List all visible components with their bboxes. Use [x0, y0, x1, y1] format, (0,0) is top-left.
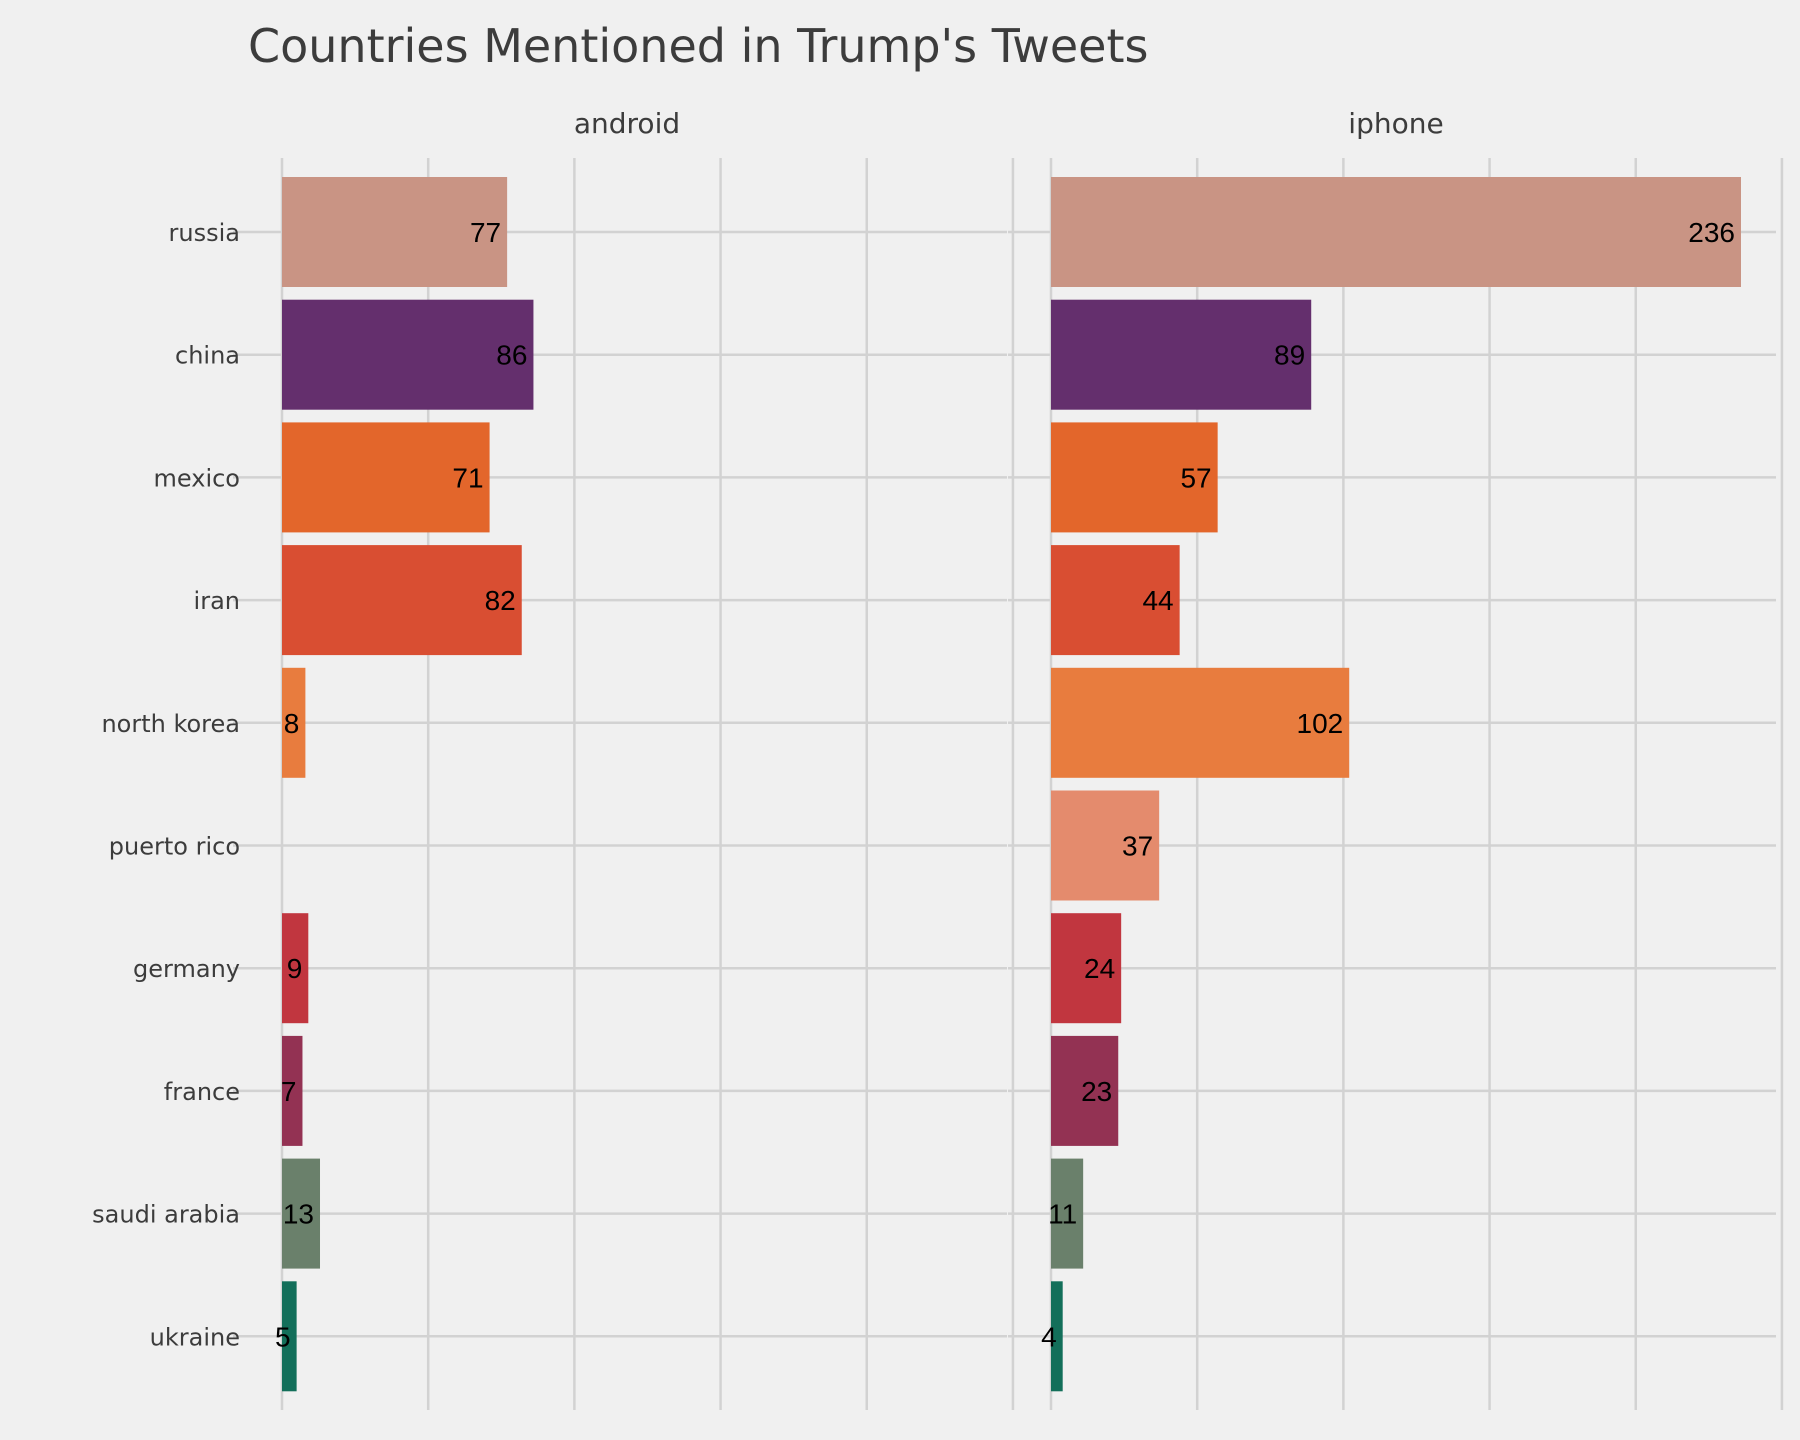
bar-android-france	[282, 1035, 303, 1146]
data-label-android-russia: 77	[470, 217, 501, 248]
bar-android-iran	[282, 545, 522, 656]
panel-iphone: iphone 236 89 57 44 102 37 24 23 11 4	[1008, 107, 1784, 1410]
bar-android-germany	[282, 913, 309, 1024]
facet-label-iphone: iphone	[1348, 107, 1443, 140]
bar-android-russia	[282, 177, 508, 287]
y-tick-label-germany: germany	[133, 955, 240, 983]
data-label-android-germany: 9	[287, 953, 303, 984]
bar-iphone-saudi-arabia	[1051, 1158, 1084, 1269]
bar-android-mexico	[282, 422, 490, 533]
bar-iphone-russia	[1051, 177, 1741, 287]
y-tick-label-france: france	[164, 1078, 240, 1106]
y-tick-label-russia: russia	[169, 219, 240, 247]
chart-title: Countries Mentioned in Trump's Tweets	[248, 19, 1148, 73]
data-label-iphone-france: 23	[1081, 1076, 1112, 1107]
bar-android-ukraine	[282, 1281, 297, 1392]
facet-label-android: android	[574, 107, 680, 140]
data-label-iphone-puerto-rico: 37	[1122, 831, 1153, 862]
bar-iphone-france	[1051, 1035, 1119, 1146]
data-label-android-north-korea: 8	[284, 708, 300, 739]
bar-android-china	[282, 299, 534, 410]
data-label-android-mexico: 71	[452, 462, 483, 493]
plot-layer: android77867182897135iphone2368957441023…	[92, 107, 1784, 1410]
data-label-iphone-ukraine: 4	[1041, 1321, 1057, 1352]
data-label-android-china: 86	[496, 340, 527, 371]
data-label-iphone-germany: 24	[1084, 953, 1115, 984]
data-label-iphone-russia: 236	[1688, 217, 1735, 248]
data-label-iphone-china: 89	[1274, 340, 1305, 371]
data-label-iphone-north-korea: 102	[1297, 708, 1344, 739]
y-tick-label-iran: iran	[194, 587, 240, 615]
y-tick-label-saudi-arabia: saudi arabia	[92, 1201, 240, 1229]
y-tick-label-puerto-rico: puerto rico	[109, 833, 240, 861]
data-label-android-saudi-arabia: 13	[283, 1199, 314, 1230]
y-tick-label-north-korea: north korea	[101, 710, 240, 738]
data-label-iphone-mexico: 57	[1180, 462, 1211, 493]
bar-iphone-iran	[1051, 545, 1180, 656]
y-tick-label-china: china	[175, 342, 240, 370]
bar-iphone-ukraine	[1051, 1281, 1063, 1392]
bar-iphone-china	[1051, 299, 1312, 410]
bar-iphone-puerto-rico	[1051, 790, 1160, 901]
y-tick-label-mexico: mexico	[154, 464, 240, 492]
data-label-iphone-iran: 44	[1142, 585, 1173, 616]
panel-android: android 77 86 71 82 8 9 7 13 5	[233, 107, 1015, 1410]
bar-android-saudi-arabia	[282, 1158, 321, 1269]
bar-iphone-north-korea	[1051, 667, 1350, 778]
bar-iphone-mexico	[1051, 422, 1218, 533]
data-label-android-ukraine: 5	[275, 1321, 291, 1352]
y-tick-label-ukraine: ukraine	[150, 1323, 240, 1351]
data-label-android-iran: 82	[485, 585, 516, 616]
data-label-android-france: 7	[281, 1076, 297, 1107]
bar-iphone-germany	[1051, 913, 1122, 1024]
data-label-iphone-saudi-arabia: 11	[1048, 1199, 1077, 1230]
bar-android-north-korea	[282, 667, 306, 778]
